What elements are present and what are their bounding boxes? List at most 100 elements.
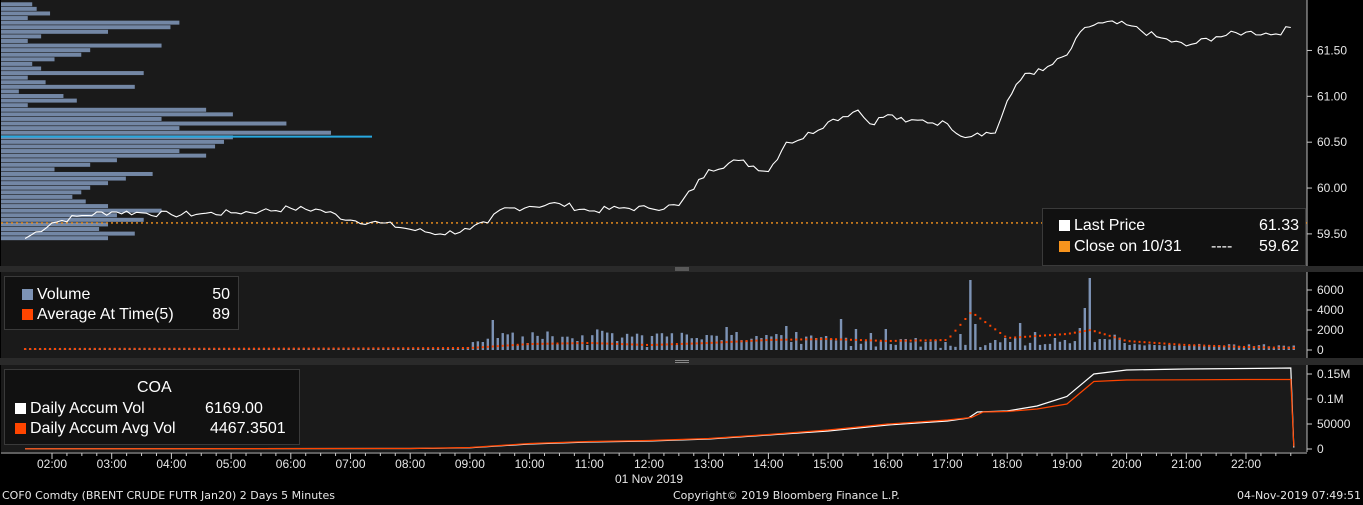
legend-close-label: Close on 10/31 — [1074, 238, 1182, 255]
volume-bar — [491, 320, 494, 350]
avg-at-time-dot — [1292, 347, 1295, 349]
profile-bar — [1, 208, 162, 213]
avg-at-time-dot — [432, 347, 435, 350]
volume-bar — [1178, 344, 1181, 350]
avg-at-time-dot — [58, 347, 61, 350]
volume-bar — [984, 345, 987, 350]
volume-bar — [795, 332, 798, 350]
volume-bar — [969, 280, 972, 350]
volume-bar — [899, 339, 902, 350]
avg-at-time-dot — [1158, 342, 1161, 345]
legend-last-price-value: 61.33 — [1258, 217, 1299, 234]
legend-last-price-label: Last Price — [1074, 217, 1146, 234]
profile-bar — [1, 185, 91, 190]
avg-at-time-dot — [456, 347, 459, 350]
avg-at-time-dot — [223, 347, 226, 350]
avg-at-time-dot — [1078, 330, 1081, 333]
avg-at-time-dot — [1093, 330, 1096, 333]
avg-at-time-dot — [173, 347, 176, 350]
profile-bar — [1, 25, 171, 30]
volume-bar — [1168, 344, 1171, 350]
volume-bar — [919, 346, 922, 350]
volume-bar — [884, 329, 888, 350]
profile-bar — [1, 153, 207, 158]
avg-at-time-dot — [68, 347, 71, 350]
volume-bar — [546, 331, 549, 350]
avg-time-swatch — [22, 309, 33, 320]
avg-at-time-dot — [1277, 346, 1280, 349]
volume-bar — [819, 337, 823, 350]
profile-bar — [1, 167, 55, 172]
avg-at-time-dot — [292, 347, 295, 350]
volume-y-tick-label: 6000 — [1317, 283, 1344, 297]
avg-at-time-dot — [1282, 346, 1285, 349]
avg-at-time-dot — [884, 339, 887, 342]
volume-bar — [800, 343, 803, 350]
profile-bar — [1, 52, 82, 57]
avg-at-time-dot — [1193, 344, 1196, 347]
volume-bar — [964, 344, 967, 350]
avg-at-time-dot — [805, 338, 808, 341]
avg-at-time-dot — [859, 339, 862, 342]
volume-bar — [1143, 345, 1146, 350]
volume-bar — [844, 337, 848, 350]
avg-at-time-dot — [218, 347, 221, 350]
avg-at-time-dot — [864, 339, 867, 342]
avg-at-time-dot — [362, 347, 365, 350]
avg-at-time-dot — [332, 347, 335, 350]
volume-bar — [805, 336, 808, 350]
profile-bar — [1, 66, 42, 71]
avg-at-time-dot — [1048, 334, 1051, 337]
avg-at-time-dot — [471, 346, 474, 349]
avg-at-time-dot — [1123, 339, 1126, 342]
profile-bar — [1, 107, 207, 112]
profile-bar — [1, 199, 86, 204]
avg-at-time-dot — [347, 347, 350, 350]
volume-bar — [596, 329, 599, 350]
volume-bar — [461, 348, 465, 350]
volume-bar — [511, 332, 514, 350]
avg-at-time-dot — [83, 347, 86, 350]
avg-at-time-dot — [670, 343, 673, 346]
profile-bar — [1, 126, 180, 131]
avg-at-time-dot — [720, 341, 723, 344]
volume-bar — [451, 348, 455, 350]
volume-bar — [1068, 343, 1072, 350]
avg-at-time-dot — [1163, 342, 1166, 345]
volume-bar — [765, 335, 768, 350]
profile-bar — [1, 80, 46, 85]
avg-at-time-dot — [909, 339, 912, 342]
x-tick-label: 06:00 — [276, 457, 306, 471]
avg-at-time-dot — [24, 348, 27, 350]
volume-bar — [1083, 308, 1087, 350]
avg-at-time-dot — [1247, 346, 1250, 349]
profile-bar — [1, 236, 109, 241]
avg-at-time-dot — [78, 347, 81, 350]
volume-bar — [481, 342, 485, 350]
legend-accum-vol: Daily Accum Vol — [15, 400, 145, 418]
avg-at-time-dot — [402, 347, 405, 350]
avg-at-time-dot — [606, 342, 609, 345]
volume-bar — [1118, 337, 1121, 350]
avg-at-time-dot — [675, 343, 678, 346]
avg-at-time-dot — [1213, 344, 1216, 347]
avg-at-time-dot — [1088, 329, 1091, 332]
avg-at-time-dot — [690, 342, 693, 345]
avg-at-time-dot — [466, 347, 469, 350]
volume-bar — [1098, 339, 1101, 350]
avg-at-time-dot — [944, 339, 947, 342]
avg-at-time-dot — [1257, 346, 1260, 349]
avg-at-time-dot — [969, 312, 972, 315]
volume-bar — [680, 332, 684, 350]
avg-at-time-dot — [133, 347, 136, 350]
volume-bar — [1004, 338, 1007, 350]
volume-bar — [446, 348, 450, 350]
avg-at-time-dot — [1113, 336, 1116, 339]
avg-at-time-dot — [113, 347, 116, 350]
x-tick-label: 05:00 — [216, 457, 246, 471]
volume-bar — [974, 324, 977, 350]
volume-bar — [959, 334, 962, 350]
volume-bar — [1048, 343, 1052, 350]
last-price-swatch — [1059, 220, 1070, 231]
legend-volume-label: Volume — [37, 286, 91, 303]
